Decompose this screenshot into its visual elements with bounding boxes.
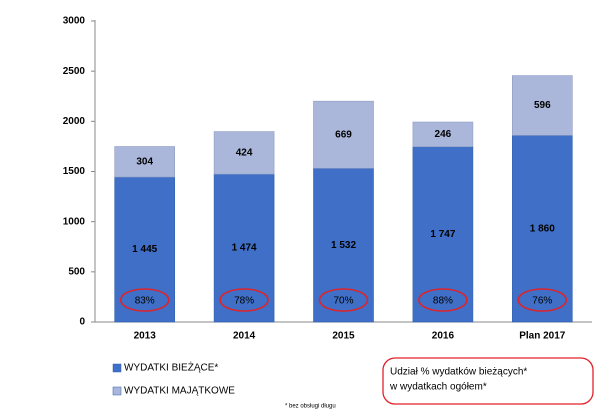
data-label: 304 [136,156,153,167]
share-oval [517,288,568,312]
data-label: 1 474 [232,243,257,254]
share-label: 70% [333,296,353,307]
x-tick-label: Plan 2017 [519,331,566,342]
share-note-line: Udział % wydatków bieżących* [390,367,527,378]
share-label: 76% [532,296,552,307]
legend-label: WYDATKI MAJĄTKOWE [124,386,235,397]
data-label: 669 [335,129,352,140]
bar-segment [313,167,374,323]
y-tick-label: 500 [68,266,85,277]
bar-segment [313,100,374,169]
share-note-box [382,357,594,405]
y-tick-label: 0 [79,317,85,328]
y-tick-label: 1000 [63,216,86,227]
data-label: 424 [236,147,253,158]
bar-segment [511,75,573,136]
data-label: 596 [534,100,551,111]
data-label: 246 [435,129,452,140]
footnote: * bez obsługi długu [285,404,336,410]
share-oval [119,288,170,312]
data-label: 1 445 [132,244,157,255]
x-tick-label: 2015 [332,331,355,342]
share-oval [418,288,468,312]
share-label: 88% [433,296,453,307]
legend-swatch [112,363,122,373]
x-tick-label: 2013 [134,331,157,342]
data-label: 1 747 [430,229,455,240]
share-oval [219,288,269,312]
share-label: 78% [234,296,254,307]
bar-segment [213,131,275,175]
x-tick-label: 2016 [432,331,455,342]
bar-segment [511,135,573,323]
bar-segment [114,146,175,178]
data-label: 1 532 [331,240,356,251]
share-oval [318,288,369,312]
x-tick-label: 2014 [233,331,256,342]
bar-segment [412,121,474,148]
y-tick-label: 3000 [63,16,86,27]
bar-segment [114,176,175,323]
data-label: 1 860 [530,223,555,234]
share-note-line: w wydatkach ogółem* [389,382,487,393]
bar-segment [412,146,474,323]
y-tick-label: 2500 [63,66,86,77]
legend-swatch [112,386,122,396]
y-tick-label: 1500 [63,166,86,177]
y-tick-label: 2000 [63,116,86,127]
bar-segment [213,173,275,323]
legend-label: WYDATKI BIEŻĄCE* [124,361,218,374]
share-label: 83% [135,296,155,307]
